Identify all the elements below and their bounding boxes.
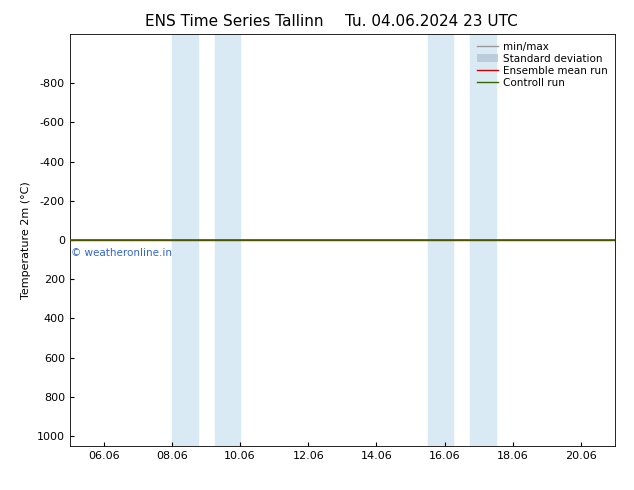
Bar (172, 34, 198, 446)
Text: © weatheronline.in: © weatheronline.in (72, 248, 172, 258)
Legend: min/max, Standard deviation, Ensemble mean run, Controll run: min/max, Standard deviation, Ensemble me… (475, 40, 610, 90)
Bar (427, 34, 453, 446)
Text: Tu. 04.06.2024 23 UTC: Tu. 04.06.2024 23 UTC (345, 14, 517, 29)
Bar (214, 34, 240, 446)
Bar (470, 34, 496, 446)
Text: ENS Time Series Tallinn: ENS Time Series Tallinn (145, 14, 324, 29)
Y-axis label: Temperature 2m (°C): Temperature 2m (°C) (22, 181, 31, 299)
